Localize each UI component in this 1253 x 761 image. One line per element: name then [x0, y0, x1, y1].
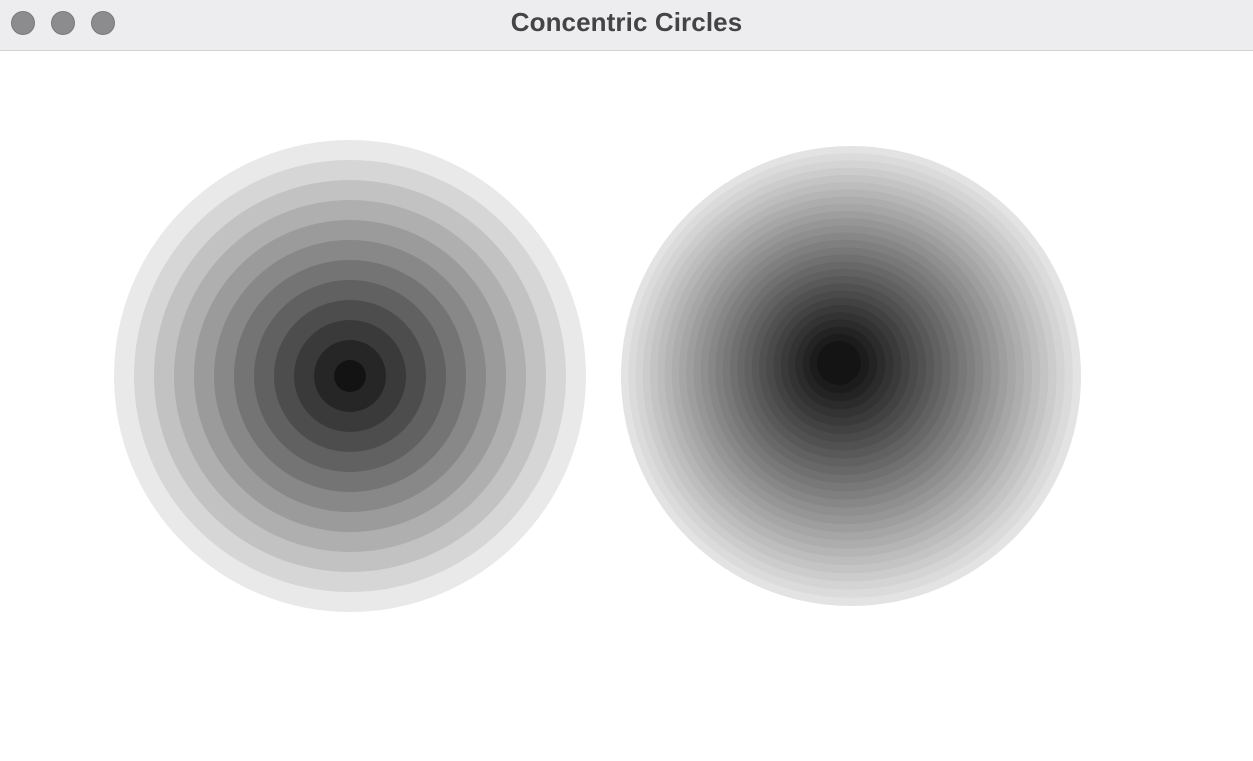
window-title: Concentric Circles [510, 7, 743, 37]
left-circle-group [114, 140, 586, 612]
concentric-circles-drawing [114, 140, 1081, 612]
right-circle-group [621, 146, 1081, 606]
circle-ring [334, 360, 366, 392]
minimize-window-button[interactable] [51, 11, 75, 35]
title-bar[interactable]: Concentric Circles [0, 0, 1253, 51]
maximize-window-button[interactable] [91, 11, 115, 35]
circle-ring [817, 341, 861, 385]
close-window-button[interactable] [11, 11, 35, 35]
drawing-canvas [0, 52, 1253, 761]
